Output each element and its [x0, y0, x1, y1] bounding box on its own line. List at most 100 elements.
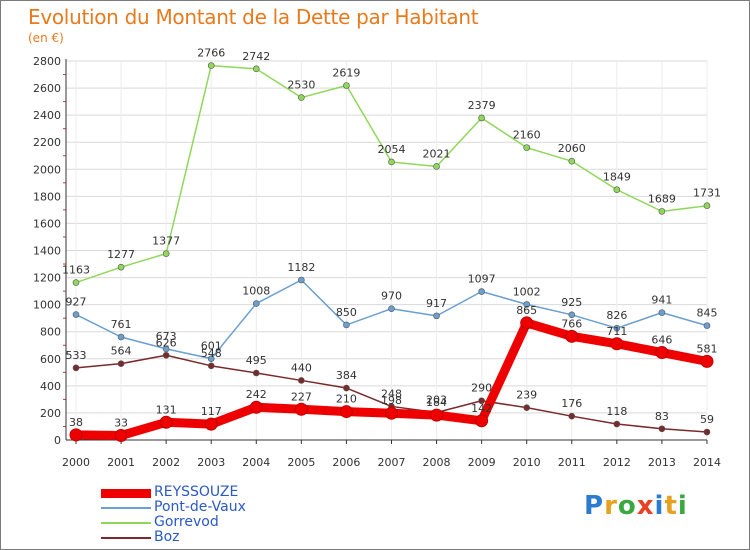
legend-swatch	[101, 507, 151, 509]
data-label: 1163	[62, 264, 90, 277]
y-tick-label: 2800	[33, 55, 61, 68]
x-tick-label: 2001	[107, 456, 135, 469]
x-tick-label: 2014	[693, 456, 721, 469]
data-point	[433, 312, 440, 320]
data-label: 2160	[513, 129, 541, 142]
data-label: 1689	[648, 192, 676, 205]
data-point	[117, 360, 125, 367]
data-point	[159, 415, 173, 429]
data-label: 118	[606, 405, 627, 418]
data-point	[72, 311, 80, 318]
y-tick-label: 1000	[33, 299, 61, 312]
y-tick-label: 2200	[33, 136, 61, 149]
data-point	[69, 428, 83, 442]
data-label: 227	[291, 390, 312, 403]
data-point	[298, 94, 305, 101]
data-point	[475, 414, 489, 428]
data-label: 917	[426, 297, 447, 310]
data-point	[613, 420, 621, 428]
x-tick-label: 2013	[648, 456, 676, 469]
logo-letter: P	[584, 491, 605, 521]
data-point	[207, 355, 215, 362]
data-label: 2021	[423, 147, 451, 160]
data-point	[700, 354, 714, 368]
data-label: 33	[114, 417, 128, 430]
logo-letter: i	[654, 491, 665, 521]
data-label: 198	[381, 394, 402, 407]
data-point	[294, 402, 308, 416]
y-tick-label: 1600	[33, 217, 61, 230]
data-label: 826	[606, 309, 627, 322]
data-point	[339, 405, 353, 419]
data-point	[207, 362, 215, 370]
legend-swatch	[101, 488, 151, 498]
data-point	[658, 309, 666, 316]
x-tick-label: 2007	[377, 456, 405, 469]
legend-label: Pont-de-Vaux	[154, 499, 246, 515]
legend-label: Boz	[154, 529, 180, 545]
y-tick-label: 200	[40, 407, 61, 420]
y-tick-label: 400	[40, 380, 61, 393]
data-point	[433, 163, 440, 170]
data-point	[523, 404, 531, 411]
x-tick-label: 2000	[62, 456, 90, 469]
data-label: 184	[426, 396, 447, 409]
data-label: 203	[426, 394, 447, 407]
data-label: 242	[246, 388, 267, 401]
proxiti-logo: Proxiti	[584, 491, 688, 521]
data-point	[252, 300, 260, 307]
data-point	[117, 333, 125, 341]
data-label: 2619	[332, 66, 360, 79]
data-point	[388, 158, 395, 166]
data-point	[162, 351, 170, 359]
data-label: 176	[561, 397, 582, 410]
x-tick-label: 2004	[242, 456, 270, 469]
data-point	[478, 288, 485, 295]
data-label: 865	[516, 304, 537, 317]
data-label: 2379	[468, 99, 496, 112]
data-label: 533	[66, 349, 87, 362]
x-tick-label: 2006	[332, 456, 360, 469]
data-label: 646	[651, 334, 672, 347]
y-tick-label: 1800	[33, 190, 61, 203]
x-tick-label: 2011	[558, 456, 586, 469]
data-point	[520, 316, 534, 330]
chart-title: Evolution du Montant de la Dette par Hab…	[28, 5, 479, 29]
data-point	[249, 400, 263, 414]
data-label: 1377	[152, 235, 180, 248]
x-tick-label: 2012	[603, 456, 631, 469]
data-label: 581	[696, 342, 717, 355]
data-label: 1008	[242, 285, 270, 298]
legend-label: Gorrevod	[154, 514, 219, 530]
data-point	[703, 202, 711, 209]
data-point	[72, 364, 80, 372]
data-label: 845	[696, 307, 717, 320]
data-label: 83	[655, 410, 669, 423]
logo-letter: r	[604, 491, 618, 521]
data-point	[523, 144, 531, 151]
data-label: 941	[651, 294, 672, 307]
logo-letter: o	[617, 491, 637, 521]
data-point	[343, 384, 350, 392]
data-label: 626	[156, 336, 177, 349]
y-tick-label: 1200	[33, 272, 61, 285]
data-point	[162, 250, 170, 257]
data-point	[565, 329, 579, 343]
data-label: 142	[471, 402, 492, 415]
data-point	[703, 322, 711, 329]
legend-item: REYSSOUZE	[101, 484, 301, 501]
data-point	[388, 305, 395, 313]
data-point	[252, 65, 260, 73]
data-label: 384	[336, 369, 357, 382]
data-label: 2054	[377, 143, 405, 156]
legend-item: Gorrevod	[101, 514, 301, 531]
data-point	[72, 279, 80, 286]
data-point	[114, 429, 128, 443]
data-point	[568, 412, 576, 420]
data-label: 59	[700, 413, 714, 426]
data-point	[568, 311, 576, 319]
data-point	[610, 337, 624, 351]
data-label: 970	[381, 290, 402, 303]
